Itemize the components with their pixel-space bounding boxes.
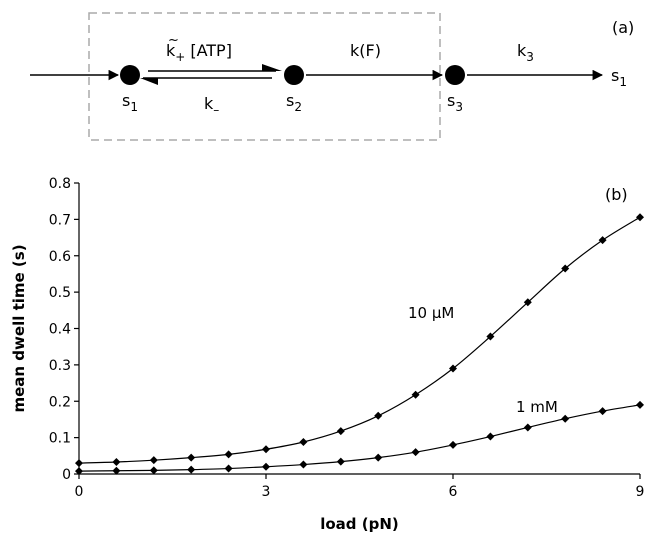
state-s1-out-label: s1 — [611, 66, 627, 89]
y-axis-title: mean dwell time (s) — [10, 244, 28, 412]
rate-k3-label: k3 — [517, 41, 534, 64]
data-point — [374, 411, 383, 420]
data-point — [299, 437, 308, 446]
y-tick-label: 0.7 — [49, 212, 71, 228]
data-point — [187, 453, 196, 462]
y-tick-label: 0.1 — [49, 431, 71, 447]
y-tick-label: 0 — [62, 467, 71, 483]
data-point — [523, 298, 532, 307]
panel-label-b: (b) — [605, 185, 628, 204]
data-point — [112, 457, 121, 466]
data-point — [299, 460, 308, 469]
data-point — [224, 450, 233, 459]
series-line — [78, 216, 641, 464]
x-tick-label: 0 — [75, 484, 84, 500]
data-point — [75, 467, 83, 476]
x-tick-label: 6 — [449, 484, 458, 500]
state-s3-label: s3 — [447, 91, 463, 114]
data-point — [112, 466, 121, 475]
data-point — [75, 459, 83, 468]
state-s2-node — [284, 65, 304, 85]
kinetic-scheme: (a) s1 s2 s3 s1 ~ k+ [AT — [30, 12, 634, 141]
forward-half-arrowhead — [262, 64, 282, 71]
backward-half-arrowhead — [140, 78, 158, 85]
data-point — [411, 448, 420, 457]
series-label: 1 mM — [516, 398, 558, 416]
data-point — [598, 407, 607, 416]
series-2: 1 mM — [75, 398, 644, 476]
series-label: 10 µM — [408, 304, 454, 322]
data-point — [449, 440, 457, 449]
data-point — [636, 213, 644, 222]
data-point — [262, 462, 270, 471]
chart-series: 10 µM 1 mM — [75, 213, 644, 476]
data-point — [411, 390, 420, 399]
chart-axes: 0 0.1 0.2 0.3 0.4 0.5 0.6 0.7 0.8 0 3 6 9 — [49, 176, 645, 500]
state-s1-node — [120, 65, 140, 85]
data-point — [486, 332, 495, 341]
data-point — [149, 456, 158, 465]
series-1: 10 µM — [75, 213, 644, 468]
data-point — [449, 364, 457, 373]
state-s1-label: s1 — [122, 91, 138, 114]
data-point — [262, 445, 270, 454]
x-tick-label: 9 — [636, 484, 645, 500]
y-tick-label: 0.6 — [49, 249, 71, 265]
data-point — [149, 466, 158, 475]
data-point — [336, 427, 345, 436]
rate-kF-label: k(F) — [350, 41, 381, 60]
state-s3-node — [445, 65, 465, 85]
kplus-tilde: ~ — [168, 33, 179, 48]
y-tick-label: 0.8 — [49, 176, 71, 192]
data-point — [561, 414, 570, 423]
y-tick-label: 0.2 — [49, 394, 71, 410]
y-tick-label: 0.5 — [49, 285, 71, 301]
data-point — [561, 264, 570, 273]
x-axis-title: load (pN) — [320, 515, 399, 533]
data-point — [224, 464, 233, 473]
y-tick-label: 0.4 — [49, 322, 71, 338]
scheme-dashed-box — [88, 12, 441, 141]
x-tick-label: 3 — [262, 484, 271, 500]
data-point — [486, 432, 495, 441]
y-tick-label: 0.3 — [49, 358, 71, 374]
data-point — [374, 453, 383, 462]
data-point — [598, 236, 607, 245]
data-point — [187, 465, 196, 474]
data-point — [523, 423, 532, 432]
panel-label-a: (a) — [612, 18, 634, 37]
dwell-time-chart: (b) 00.10.20.30.40.50.60.70.80 3 6 9 10 µM1… — [10, 176, 644, 533]
data-point — [636, 400, 644, 409]
rate-kminus-label: k– — [204, 94, 219, 117]
state-s2-label: s2 — [286, 91, 302, 114]
data-point — [336, 457, 345, 466]
series-line — [78, 404, 641, 472]
rate-kplus-label: k+ [ATP] — [166, 41, 232, 64]
